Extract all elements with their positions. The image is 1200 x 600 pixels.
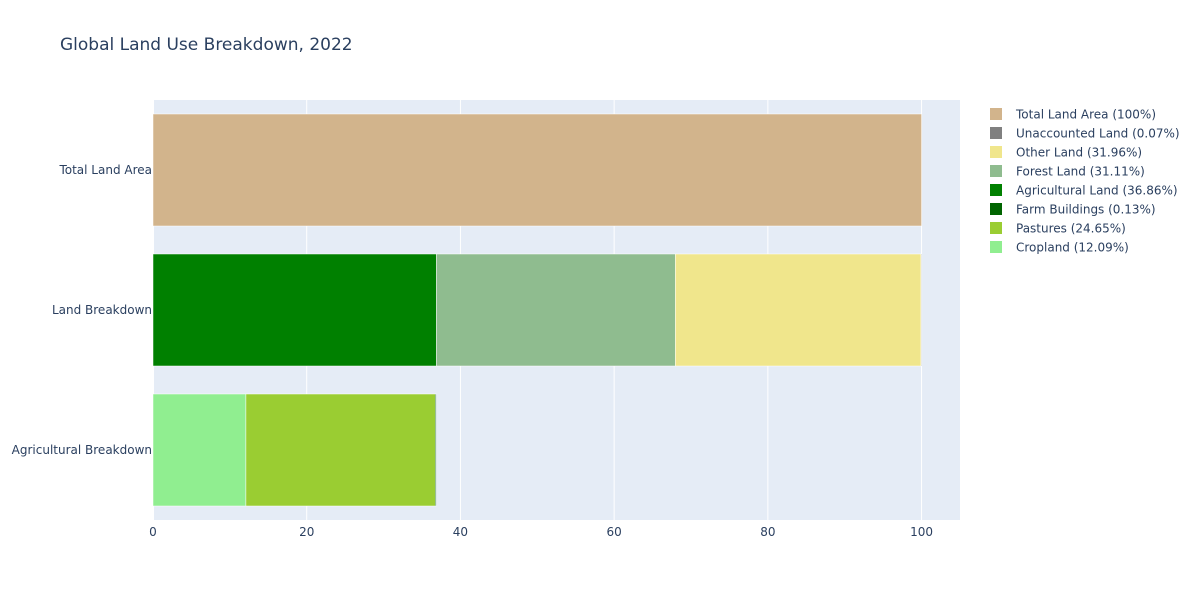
x-tick-label: 100 — [910, 525, 933, 539]
chart-title: Global Land Use Breakdown, 2022 — [60, 35, 353, 55]
legend-swatch — [990, 146, 1002, 158]
legend-swatch — [990, 165, 1002, 177]
legend-label: Unaccounted Land (0.07%) — [1016, 127, 1180, 141]
x-tick-label: 0 — [149, 525, 157, 539]
legend-item[interactable]: Farm Buildings (0.13%) — [990, 203, 1156, 217]
legend-swatch — [990, 127, 1002, 139]
legend-swatch — [990, 241, 1002, 253]
bar-segment[interactable] — [920, 253, 922, 367]
bar-segment[interactable] — [675, 253, 922, 367]
legend[interactable]: Total Land Area (100%) Unaccounted Land (… — [990, 108, 1180, 255]
x-axis: 0 20 40 60 80 100 — [149, 525, 933, 539]
bar-segment[interactable] — [245, 393, 436, 507]
y-tick-label: Agricultural Breakdown — [12, 443, 152, 457]
legend-label: Cropland (12.09%) — [1016, 241, 1129, 255]
legend-item[interactable]: Cropland (12.09%) — [990, 241, 1129, 255]
y-tick-label: Land Breakdown — [52, 303, 152, 317]
bar-segment[interactable] — [152, 393, 247, 507]
y-axis: Total Land Area Land Breakdown Agricultura… — [12, 163, 152, 457]
legend-swatch — [990, 203, 1002, 215]
legend-label: Forest Land (31.11%) — [1016, 165, 1145, 179]
legend-item[interactable]: Unaccounted Land (0.07%) — [990, 127, 1180, 141]
legend-label: Pastures (24.65%) — [1016, 222, 1126, 236]
bars — [152, 113, 922, 507]
legend-item[interactable]: Agricultural Land (36.86%) — [990, 184, 1178, 198]
legend-swatch — [990, 108, 1002, 120]
legend-label: Agricultural Land (36.86%) — [1016, 184, 1178, 198]
x-tick-label: 80 — [760, 525, 775, 539]
bar-segment[interactable] — [152, 253, 437, 367]
x-tick-label: 60 — [607, 525, 622, 539]
x-tick-label: 40 — [453, 525, 468, 539]
bar-segment[interactable] — [435, 393, 437, 507]
legend-item[interactable]: Total Land Area (100%) — [990, 108, 1156, 122]
legend-label: Other Land (31.96%) — [1016, 146, 1142, 160]
y-tick-label: Total Land Area — [58, 163, 152, 177]
bar-segment[interactable] — [436, 253, 676, 367]
legend-item[interactable]: Forest Land (31.11%) — [990, 165, 1145, 179]
legend-label: Total Land Area (100%) — [1015, 108, 1156, 122]
legend-label: Farm Buildings (0.13%) — [1016, 203, 1156, 217]
x-tick-label: 20 — [299, 525, 314, 539]
legend-item[interactable]: Pastures (24.65%) — [990, 222, 1126, 236]
legend-swatch — [990, 184, 1002, 196]
legend-item[interactable]: Other Land (31.96%) — [990, 146, 1142, 160]
legend-swatch — [990, 222, 1002, 234]
bar-segment[interactable] — [152, 113, 922, 227]
